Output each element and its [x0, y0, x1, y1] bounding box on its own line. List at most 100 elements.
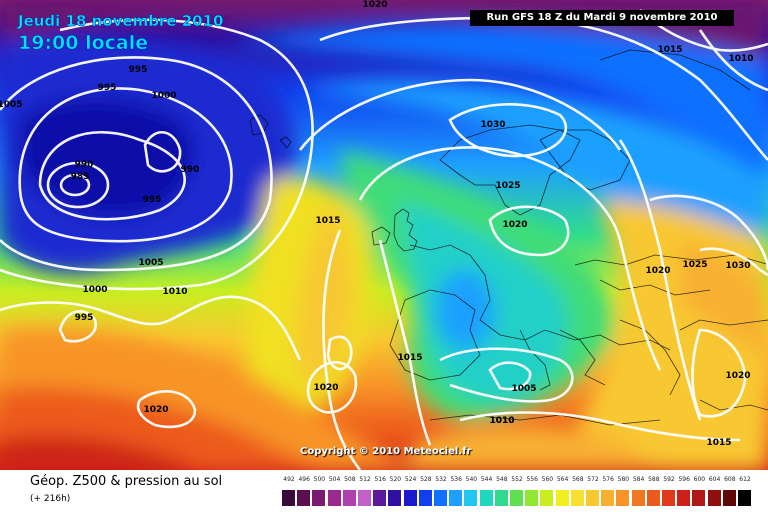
isobar-label: 1020: [143, 405, 168, 415]
scale-swatch: [510, 490, 523, 506]
scale-label: 508: [344, 476, 356, 483]
isobar-label: 1010: [728, 54, 753, 64]
isobar-label: 995: [129, 65, 148, 75]
scale-label: 576: [602, 476, 614, 483]
scale-label: 544: [480, 476, 493, 483]
isobar-label: 1020: [725, 371, 750, 381]
forecast-time: 19:00 locale: [18, 32, 149, 55]
isobar-label: 1015: [397, 353, 422, 363]
scale-label: 596: [678, 476, 690, 483]
scale-swatch: [282, 490, 295, 506]
scale-swatch: [434, 490, 447, 506]
scale-swatch: [525, 490, 539, 506]
scale-label: 588: [648, 476, 660, 483]
scale-label: 500: [313, 476, 326, 483]
isobar-labels: 1020 995 995 1005 1000 990 985 990 995 1…: [0, 0, 754, 448]
scale-swatch: [342, 490, 356, 506]
scale-label: 532: [435, 476, 447, 483]
isobar-label: 1005: [0, 100, 23, 110]
scale-swatch: [418, 490, 432, 506]
scale-swatch: [403, 490, 417, 506]
isobar-label: 995: [143, 195, 162, 205]
isobar-lines: [0, 9, 768, 470]
scale-swatch: [646, 490, 660, 506]
scale-label: 572: [587, 476, 599, 483]
scale-label: 580: [617, 476, 630, 483]
isobar-label: 985: [71, 172, 90, 182]
isobar-label: 1005: [138, 258, 163, 268]
scale-label: 540: [465, 476, 478, 483]
model-run-label: Run GFS 18 Z du Mardi 9 novembre 2010: [470, 10, 734, 26]
scale-label: 492: [283, 476, 295, 483]
isobar-label: 1020: [502, 220, 527, 230]
scale-swatch: [494, 490, 508, 506]
scale-label: 524: [404, 476, 417, 483]
scale-label: 568: [572, 476, 584, 483]
scale-label: 504: [328, 476, 341, 483]
scale-label: 548: [496, 476, 508, 483]
isobar-label: 1010: [489, 416, 514, 426]
isobar-label: 1025: [682, 260, 707, 270]
scale-label: 536: [450, 476, 462, 483]
scale-swatch: [388, 490, 402, 506]
scale-label: 556: [526, 476, 538, 483]
scale-label: 608: [724, 476, 736, 483]
legend-panel: Géop. Z500 & pression au sol (+ 216h) 49…: [0, 470, 768, 512]
scale-label: 512: [359, 476, 371, 483]
scale-swatch: [631, 490, 645, 506]
isobar-label: 1025: [495, 181, 520, 191]
scale-label: 604: [708, 476, 721, 483]
scale-label: 520: [389, 476, 402, 483]
geopotential-map: 1020 995 995 1005 1000 990 985 990 995 1…: [0, 0, 768, 470]
isobar-label: 1020: [362, 0, 387, 10]
isobar-label: 1015: [706, 438, 731, 448]
isobar-label: 1030: [480, 120, 505, 130]
scale-swatch: [555, 490, 569, 506]
isobar-label: 1020: [645, 266, 670, 276]
scale-label: 516: [374, 476, 386, 483]
scale-swatch: [297, 490, 311, 506]
isobar-label: 1010: [489, 416, 514, 426]
scale-swatch: [327, 490, 341, 506]
scale-label: 612: [739, 476, 751, 483]
scale-swatch: [601, 490, 615, 506]
legend-title: Géop. Z500 & pression au sol: [30, 474, 223, 489]
isobar-label: 995: [98, 83, 117, 93]
scale-swatch: [358, 490, 371, 506]
scale-label: 560: [541, 476, 554, 483]
isobar-label: 1015: [657, 45, 682, 55]
isobar-label: 1010: [162, 287, 187, 297]
scale-swatch: [707, 490, 721, 506]
color-scale-labels: 492 496 500 504 508 512 516 520 524 528 532 536 540 5…: [282, 476, 752, 486]
isobar-label: 1000: [82, 285, 107, 295]
scale-swatch: [677, 490, 691, 506]
copyright-notice: Copyright © 2010 Meteociel.fr: [300, 446, 472, 457]
scale-swatch: [662, 490, 675, 506]
scale-swatch: [449, 490, 463, 506]
forecast-date: Jeudi 18 novembre 2010: [18, 12, 224, 31]
scale-swatch: [722, 490, 736, 506]
scale-label: 592: [663, 476, 675, 483]
isobar-label: 1000: [151, 91, 176, 101]
scale-label: 564: [556, 476, 569, 483]
color-scale: [282, 490, 752, 506]
scale-swatch: [479, 490, 493, 506]
scale-label: 600: [693, 476, 706, 483]
isobar-label: 1020: [313, 383, 338, 393]
scale-swatch: [616, 490, 630, 506]
scale-swatch: [586, 490, 599, 506]
legend-subtitle: (+ 216h): [30, 494, 71, 504]
scale-swatch: [738, 490, 751, 506]
scale-label: 584: [632, 476, 645, 483]
scale-label: 528: [420, 476, 432, 483]
isobar-label: 1015: [315, 216, 340, 226]
scale-swatch: [570, 490, 584, 506]
scale-swatch: [540, 490, 554, 506]
isobar-label: 990: [181, 165, 200, 175]
isobar-label: 1030: [725, 261, 750, 271]
scale-swatch: [464, 490, 478, 506]
scale-swatch: [692, 490, 706, 506]
scale-label: 496: [298, 476, 310, 483]
isobar-label: 990: [75, 160, 94, 170]
